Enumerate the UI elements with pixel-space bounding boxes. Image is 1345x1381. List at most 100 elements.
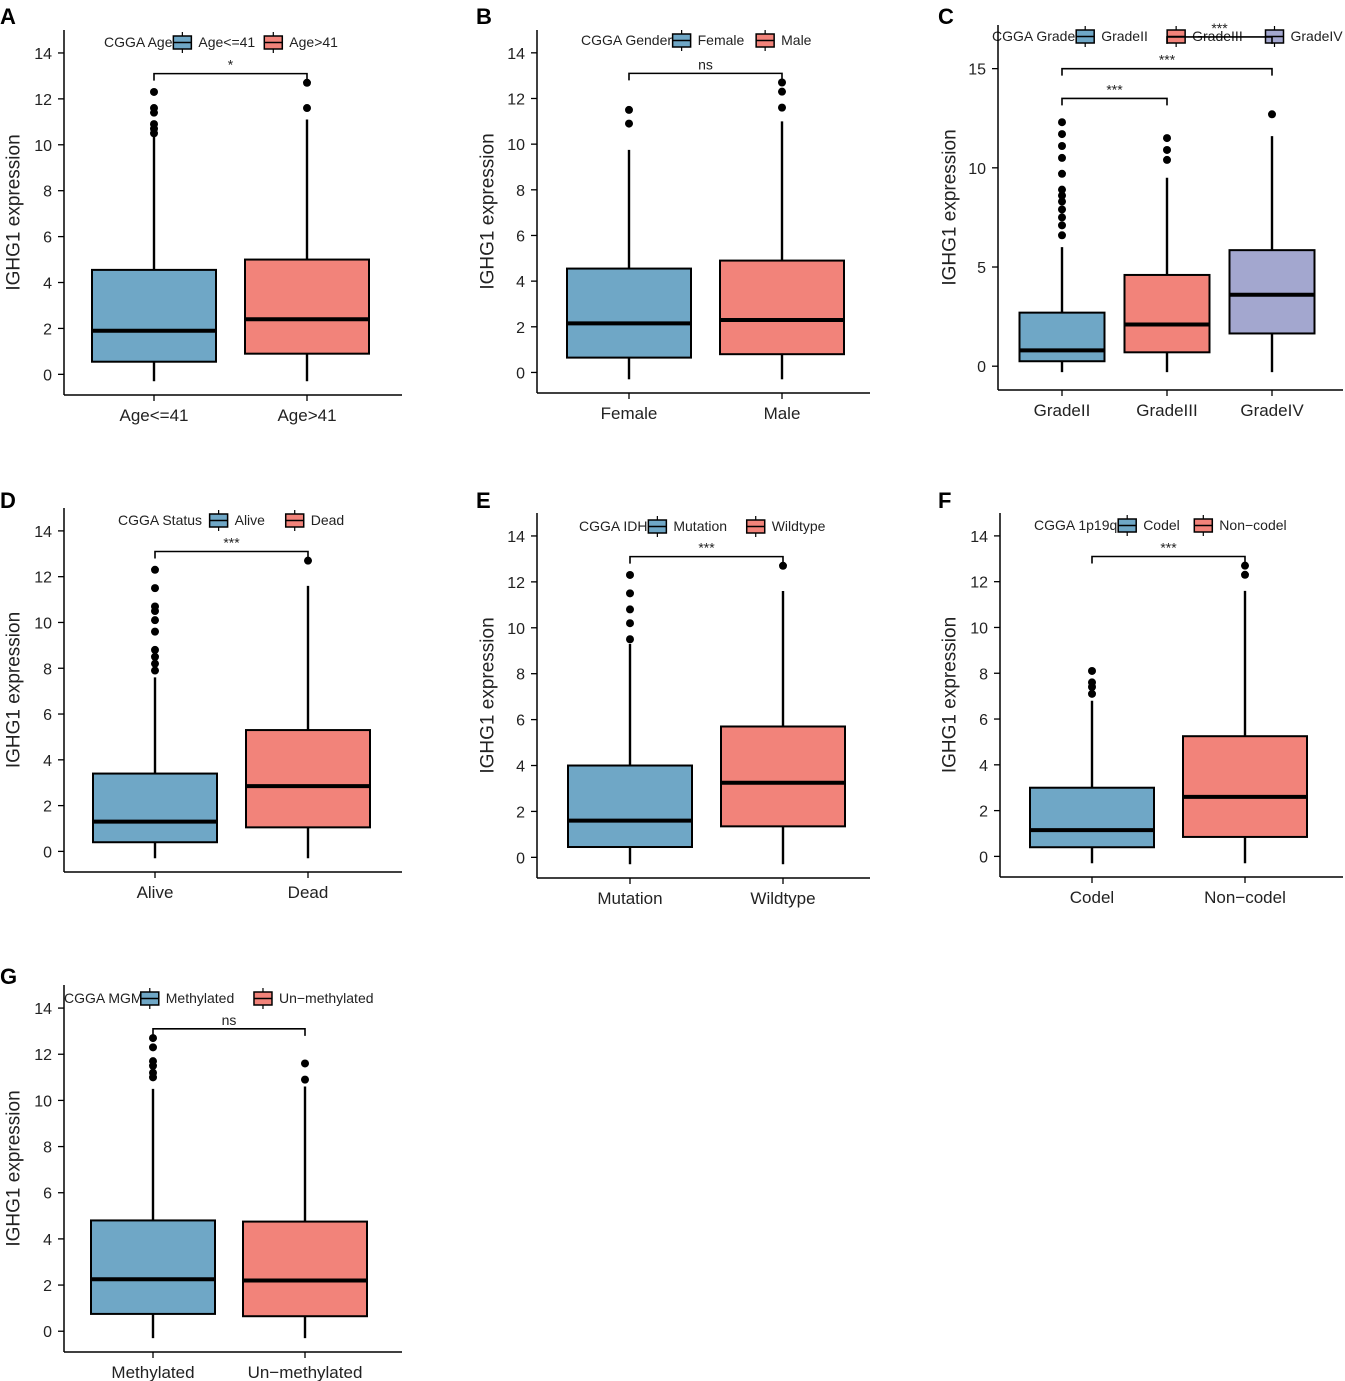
outlier-point: [150, 87, 158, 96]
legend-label: Male: [781, 32, 812, 48]
y-tick-label: 2: [43, 321, 52, 338]
legend-label: Un−methylated: [279, 990, 374, 1006]
significance-label: ***: [1211, 20, 1228, 36]
y-tick-label: 14: [34, 46, 52, 63]
y-tick-label: 14: [507, 529, 525, 546]
y-tick-label: 14: [34, 524, 52, 541]
legend: CGGA MGMT Methylated Un−methylated: [64, 988, 374, 1009]
legend: CGGA 1p19q Codel Non−codel: [1034, 515, 1287, 536]
x-tick-label: Female: [601, 404, 658, 423]
outlier-point: [626, 589, 634, 598]
outlier-point: [1088, 689, 1096, 698]
box-body: [245, 729, 371, 829]
y-tick-label: 6: [979, 712, 988, 729]
outlier-point: [150, 104, 158, 113]
y-tick-label: 4: [516, 759, 525, 776]
x-tick-label: Age<=41: [119, 406, 188, 425]
x-tick-label: GradeII: [1034, 401, 1091, 420]
outlier-point: [303, 78, 311, 87]
outlier-point: [151, 659, 159, 668]
y-tick-label: 8: [43, 1140, 52, 1157]
y-tick-label: 2: [43, 799, 52, 816]
outlier-point: [149, 1068, 157, 1077]
chart-panel-d: D CGGA Status Alive Dead 0 2 4 6 8 10 12 14 IGHG1 ex…: [0, 488, 402, 902]
y-tick-label: 2: [979, 804, 988, 821]
box-body: [720, 725, 846, 828]
significance-bracket: ***: [1091, 539, 1246, 564]
y-tick-label: 12: [34, 570, 52, 587]
outlier-point: [1163, 155, 1171, 164]
outlier-point: [1058, 169, 1066, 178]
box-1: Age<=41: [91, 87, 217, 425]
y-tick-label: 2: [516, 804, 525, 821]
outlier-point: [625, 105, 633, 114]
outlier-point: [626, 635, 634, 644]
outlier-point: [1058, 231, 1066, 240]
y-tick-label: 12: [34, 92, 52, 109]
legend: CGGA IDH Mutation Wildtype: [579, 516, 826, 537]
y-tick-label: 12: [34, 1047, 52, 1064]
significance-bracket: ns: [628, 56, 783, 81]
y-tick-label: 5: [977, 260, 986, 277]
legend-key-2: Age>41: [263, 32, 338, 53]
outlier-point: [1058, 185, 1066, 194]
box-body: [1123, 273, 1211, 354]
legend-key-2: Wildtype: [745, 516, 826, 537]
box-2: Wildtype: [720, 561, 846, 908]
chart-panel-a: A CGGA Age Age<=41 Age>41 0 2 4 6 8 10 12 14 IGHG1 e…: [0, 4, 402, 425]
legend-key-1: GradeII: [1075, 26, 1148, 47]
y-tick-label: 2: [43, 1278, 52, 1295]
legend: CGGA Age Age<=41 Age>41: [104, 32, 338, 53]
legend-label: Female: [698, 32, 745, 48]
significance-bracket: *: [153, 57, 308, 81]
box-1: Female: [566, 105, 692, 423]
outlier-point: [303, 104, 311, 113]
legend-label: Codel: [1143, 517, 1180, 533]
bracket-line: [629, 555, 784, 564]
outlier-point: [1058, 153, 1066, 162]
chart-panel-b: B CGGA Gender Female Male 0 2 4 6 8 10 12 14 IGHG1 e…: [476, 4, 870, 423]
y-tick-label: 0: [516, 365, 525, 382]
legend-label: Mutation: [673, 518, 727, 534]
y-axis-label: IGHG1 expression: [4, 134, 25, 290]
outlier-point: [1268, 110, 1276, 119]
outlier-point: [626, 570, 634, 579]
outlier-point: [778, 87, 786, 96]
box-body: [244, 258, 370, 355]
outlier-point: [1058, 213, 1066, 222]
y-tick-label: 6: [516, 713, 525, 730]
outlier-point: [626, 605, 634, 614]
y-tick-label: 14: [34, 1001, 52, 1018]
y-tick-label: 8: [43, 184, 52, 201]
bracket-line: [628, 72, 783, 81]
y-tick-label: 4: [43, 1232, 52, 1249]
chart-panel-c: C CGGA Grade GradeII GradeIII GradeIV 0 5 10 15 I…: [938, 4, 1343, 420]
outlier-point: [1058, 205, 1066, 214]
outlier-point: [151, 584, 159, 593]
legend-title: CGGA MGMT: [64, 990, 152, 1006]
significance-bracket: ***: [154, 534, 309, 559]
outlier-point: [779, 561, 787, 570]
legend-key-1: Mutation: [647, 516, 727, 537]
panel-letter: G: [0, 964, 17, 989]
outlier-point: [301, 1059, 309, 1068]
legend-title: CGGA IDH: [579, 518, 647, 534]
box-body: [1018, 311, 1106, 363]
outlier-point: [151, 616, 159, 625]
significance-label: *: [228, 57, 234, 73]
legend-key-2: Non−codel: [1193, 515, 1287, 536]
box-body: [1029, 786, 1155, 849]
y-tick-label: 10: [970, 620, 988, 637]
outlier-point: [1058, 191, 1066, 200]
box-body: [91, 268, 217, 363]
significance-label: ns: [698, 56, 713, 72]
significance-bracket: ***: [1166, 20, 1273, 44]
legend-key-3: GradeIV: [1264, 26, 1343, 47]
y-axis-label: IGHG1 expression: [478, 133, 499, 289]
y-tick-label: 8: [43, 661, 52, 678]
outlier-point: [151, 652, 159, 661]
y-tick-label: 0: [977, 359, 986, 376]
legend-label: Non−codel: [1219, 517, 1286, 533]
x-tick-label: Alive: [137, 883, 174, 902]
